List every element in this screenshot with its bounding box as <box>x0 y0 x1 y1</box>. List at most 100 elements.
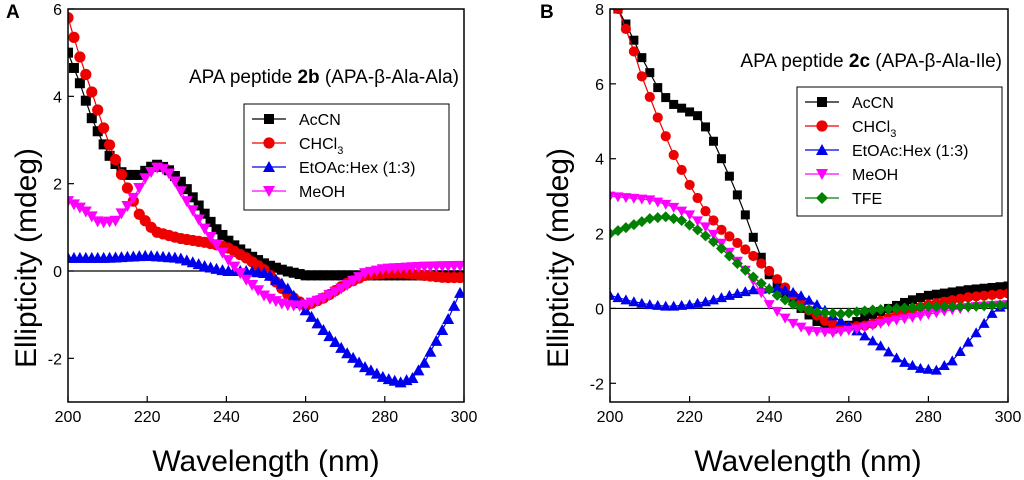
panel-a-series-etoac-hex-1-3-point <box>335 341 348 353</box>
panel-b-series-etoac-hex-1-3-point <box>899 356 911 367</box>
panel-b-series-meoh-point <box>835 327 847 338</box>
panel-a-series-accn-point <box>187 192 198 203</box>
panel-b-series-accn-point <box>653 83 663 93</box>
panel-b-series-tfe-point <box>859 305 871 317</box>
panel-a-series-meoh-point <box>139 173 152 185</box>
panel-a-series-accn-point <box>146 161 157 172</box>
panel-a-series-accn-point <box>68 62 79 73</box>
panel-a-series-accn-point <box>288 267 299 278</box>
panel-b-series-etoac-hex-1-3-point <box>867 335 879 346</box>
panel-b-series-tfe-point <box>707 236 719 248</box>
panel-b-legend-entry-accn: AcCN <box>805 95 894 112</box>
panel-b-series-accn-point <box>907 295 917 305</box>
panel-b-series-tfe-point <box>954 301 966 313</box>
panel-a-series-accn-point <box>80 95 91 106</box>
panel-a-series-etoac-hex-1-3-point <box>323 330 336 342</box>
panel-a-legend-entry-accn-marker <box>264 114 274 124</box>
panel-a-series-meoh-point <box>180 196 193 208</box>
panel-b-series-tfe-point <box>803 304 815 316</box>
panel-b-series-meoh-point <box>859 322 871 333</box>
panel-a-series-etoac-hex-1-3-point <box>341 347 354 359</box>
panel-b-series-tfe-point <box>610 228 616 240</box>
panel-b-series-etoac-hex-1-3-point <box>922 363 934 374</box>
panel-b-series-etoac-hex-1-3-point <box>636 297 648 308</box>
panel-b-series-meoh-point <box>700 222 712 233</box>
panel-b-series-chcl3-point <box>971 291 982 302</box>
panel-b-series-tfe-point <box>851 306 863 318</box>
panel-b-ytick-label: 0 <box>595 301 604 318</box>
panel-b-series-meoh-point <box>803 326 815 337</box>
panel-a-series-accn-point <box>300 270 311 281</box>
panel-b-series-etoac-hex-1-3-point <box>795 290 807 301</box>
panel-b-series-tfe-point <box>899 302 911 314</box>
panel-a-legend-entry-chcl3-marker <box>263 137 275 149</box>
panel-b-series-tfe-point <box>692 224 704 236</box>
panel-a-xtick-label: 240 <box>213 409 240 426</box>
panel-b-plot-area <box>610 9 1008 375</box>
panel-a-xtick-label: 220 <box>134 409 161 426</box>
panel-b-series-accn-point <box>955 286 965 296</box>
panel-b-legend-entry-etoac-hex-1-3: EtOAc:Hex (1:3) <box>805 143 968 160</box>
panel-b-series-tfe-point <box>660 211 672 223</box>
panel-b-series-tfe-point <box>835 308 847 320</box>
panel-b-series-tfe-point <box>795 302 807 314</box>
panel-b-series-accn-point <box>716 154 726 164</box>
panel-b-ytick-label: 4 <box>595 152 604 169</box>
panel-b-series-tfe-point <box>978 300 990 312</box>
panel-b-series-tfe-point <box>731 258 743 270</box>
panel-b-series-etoac-hex-1-3-point <box>660 300 672 311</box>
panel-a-series-etoac-hex-1-3-point <box>317 323 330 335</box>
panel-a-series-etoac-hex-1-3-point <box>412 364 425 376</box>
panel-b-xtick-label: 200 <box>597 409 624 426</box>
panel-b-series-tfe-point <box>922 301 934 313</box>
panel-b-series-meoh-point <box>628 193 640 204</box>
panel-b-series-meoh-point <box>755 288 767 299</box>
panel-a-legend-entry-etoac-hex-1-3-label: EtOAc:Hex (1:3) <box>299 160 415 177</box>
panel-a-series-accn-point <box>169 171 180 182</box>
panel-b-legend-entry-meoh: MeOH <box>805 167 898 184</box>
panel-a-series-etoac-hex-1-3-point <box>454 286 464 298</box>
panel-b-series-chcl3-point <box>660 131 671 142</box>
panel-b-series-tfe-point <box>827 307 839 319</box>
panel-b-series-accn-point <box>915 293 925 303</box>
panel-a-series-etoac-hex-1-3-point <box>305 310 318 322</box>
panel-a-series-accn-point <box>306 270 317 281</box>
panel-a-series-chcl3-point <box>92 104 104 116</box>
panel-a-series-accn-point <box>330 270 341 281</box>
panel-b-series-meoh-point <box>779 313 791 324</box>
panel-a-series-accn-point <box>68 47 73 58</box>
panel-b-series-etoac-hex-1-3-point <box>906 359 918 370</box>
panel-a-series-meoh-point <box>162 168 175 180</box>
panel-a-ticks: 200 220 240 260 280 300 -2 0 2 4 6 <box>48 2 478 426</box>
panel-a-series-accn-point <box>92 126 103 137</box>
panel-a-series-accn-point <box>86 113 97 124</box>
panel-b-series-chcl3-point <box>827 319 838 330</box>
panel-b-series-chcl3-point <box>644 91 655 103</box>
panel-b-legend-entry-meoh-label: MeOH <box>852 167 898 184</box>
panel-b-series-meoh-point <box>787 318 799 329</box>
panel-a-series-accn-point <box>270 262 281 273</box>
panel-b-series-etoac-hex-1-3-point <box>779 284 791 295</box>
panel-b-xtick-label: 300 <box>995 409 1022 426</box>
panel-b-series-meoh-point <box>883 317 895 328</box>
panel-b-series-etoac-hex-1-3-point <box>859 330 871 341</box>
panel-b-series-etoac-hex-1-3-point <box>628 296 640 307</box>
panel-b-xtick-label: 240 <box>756 409 783 426</box>
panel-b-series-chcl3-point <box>628 46 639 57</box>
panel-b-ylabel: Ellipticity (mdeg) <box>542 148 575 368</box>
panel-b-series-etoac-hex-1-3-point <box>723 289 735 300</box>
panel-a-series-etoac-hex-1-3-point <box>353 356 366 368</box>
panel-b-ytick-label: 6 <box>595 77 604 94</box>
panel-a-series-meoh <box>68 162 464 312</box>
panel-b-ticks: 200 220 240 260 280 300 -2 0 2 4 6 8 <box>590 2 1022 426</box>
panel-b-series-tfe-point <box>723 250 735 262</box>
panel-b-series-etoac-hex-1-3-point <box>938 360 950 371</box>
panel-b-series-accn-point <box>923 290 933 300</box>
panel-a-series-accn-point <box>175 176 186 187</box>
panel-a-series-accn-point <box>259 258 270 269</box>
panel-a-series-etoac-hex-1-3-point <box>424 345 437 357</box>
panel-b-series-chcl3-point <box>1002 288 1008 299</box>
panel-b-legend-entry-chcl3: CHCl3 <box>805 119 896 140</box>
panel-a-series-meoh-point <box>240 274 253 286</box>
panel-b-series-meoh-point <box>899 314 911 325</box>
